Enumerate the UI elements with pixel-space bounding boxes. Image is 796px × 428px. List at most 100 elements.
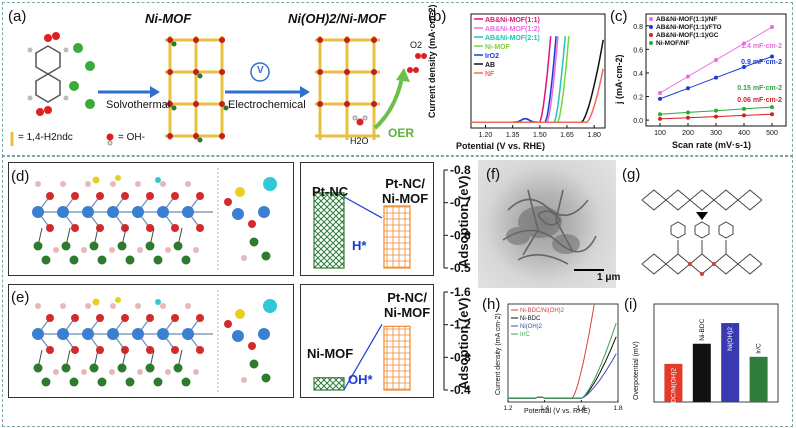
o-atom bbox=[171, 224, 179, 232]
chart-c-slope-label: 0.06 mF·cm-2 bbox=[737, 97, 782, 104]
o-atom bbox=[224, 320, 232, 328]
panel-label-f: (f) bbox=[486, 166, 501, 183]
c-atom bbox=[125, 377, 135, 387]
chart-c-slope-label: 1.4 mF·cm-2 bbox=[741, 43, 782, 50]
ni-atom bbox=[258, 206, 270, 218]
h-atom bbox=[35, 181, 41, 187]
chart-c-legend-label: AB&Ni-MOF(1:1)/GC bbox=[656, 32, 719, 39]
h-atom bbox=[137, 369, 143, 375]
o-atom bbox=[196, 314, 204, 322]
o-atom bbox=[46, 314, 54, 322]
o-atom bbox=[146, 192, 154, 200]
ni-atom bbox=[107, 206, 119, 218]
h-atom bbox=[185, 303, 191, 309]
c-atom bbox=[261, 251, 271, 261]
ni-atom bbox=[132, 206, 144, 218]
o-atom bbox=[71, 314, 79, 322]
h-atom bbox=[185, 181, 191, 187]
panel-label-c: (c) bbox=[610, 8, 628, 25]
h-atom bbox=[85, 303, 91, 309]
chart-c-ytick-label: 0.8 bbox=[633, 24, 643, 31]
chart-h-legend-label: Ir/C bbox=[520, 332, 530, 338]
h-atom bbox=[60, 303, 66, 309]
o-atom bbox=[146, 346, 154, 354]
o-atom bbox=[196, 224, 204, 232]
chart-h-legend-label: Ni-BDC/Ni(OH)2 bbox=[520, 308, 565, 314]
charge-density bbox=[155, 299, 161, 305]
ni-atom bbox=[258, 328, 270, 340]
c-atom bbox=[117, 241, 127, 251]
c-atom bbox=[89, 363, 99, 373]
h-atom bbox=[165, 369, 171, 375]
oer-label: OER bbox=[388, 126, 415, 140]
chart-i-bar-label: Ni-BDC bbox=[699, 318, 706, 340]
c-atom bbox=[261, 373, 271, 383]
adsorption-bar bbox=[383, 325, 411, 391]
h-atom bbox=[160, 181, 166, 187]
c-atom bbox=[61, 363, 71, 373]
ni-atom bbox=[57, 206, 69, 218]
chart-c-point bbox=[770, 105, 774, 110]
adsorption-tick-label: -1.6 bbox=[450, 285, 471, 299]
c-atom bbox=[41, 377, 51, 387]
chart-h-xtick-label: 1.4 bbox=[540, 405, 549, 412]
c-atom bbox=[249, 237, 259, 247]
c-atom bbox=[33, 241, 43, 251]
chart-b-legend-label: AB bbox=[485, 62, 495, 69]
chart-b-legend-label: AB&Ni-MOF(2:1) bbox=[485, 35, 540, 42]
voltage-symbol: V bbox=[257, 65, 264, 76]
chart-c-point bbox=[658, 116, 662, 121]
chart-c-xtick-label: 500 bbox=[766, 130, 778, 137]
chart-h-series bbox=[508, 322, 617, 399]
chart-b-xtick-label: 1.50 bbox=[533, 132, 547, 139]
chart-h-axes bbox=[507, 303, 619, 403]
chart-c-ylabel: j (mA·cm-2) bbox=[614, 54, 624, 104]
chart-c-legend-label: AB&Ni-MOF(1:1)/FTO bbox=[656, 24, 722, 31]
adsorption-bar bbox=[313, 377, 345, 391]
chart-i-bar-label: Ir/C bbox=[756, 343, 763, 354]
d-left-label: Pt-NC bbox=[312, 184, 349, 199]
panel-d-bar-box bbox=[300, 162, 434, 276]
h2o-label: H2O bbox=[350, 136, 369, 146]
chart-b-xtick-label: 1.80 bbox=[587, 132, 601, 139]
h-atom bbox=[110, 181, 116, 187]
chart-e: -1.6 -1.2 -0.8 -0.4 bbox=[313, 285, 471, 397]
chart-c-point bbox=[686, 115, 690, 120]
chart-b-legend-label: AB&Ni-MOF(1:1) bbox=[485, 17, 540, 24]
chart-c-point bbox=[714, 57, 718, 62]
chart-c-legend-swatch bbox=[649, 33, 653, 37]
chart-c-legend-swatch bbox=[649, 25, 653, 29]
h-atom bbox=[81, 369, 87, 375]
composite-lattice bbox=[315, 36, 380, 140]
h-atom bbox=[193, 369, 199, 375]
c-atom bbox=[33, 363, 43, 373]
panel-a-illustration bbox=[10, 32, 427, 146]
ni-atom bbox=[232, 208, 244, 220]
c-atom bbox=[97, 255, 107, 265]
chart-c-point bbox=[742, 113, 746, 118]
chart-b: 1.20 1.35 1.50 1.65 1.80 AB&Ni-MOF(1:1) AB&Ni-… bbox=[470, 13, 606, 139]
ni-atom bbox=[82, 328, 94, 340]
chart-h-xlabel: Potential (V vs. RHE) bbox=[524, 408, 591, 415]
c-atom bbox=[89, 241, 99, 251]
o-atom bbox=[171, 314, 179, 322]
chart-i: Ni-BDC/Ni(OH)2 Ni-BDC Ni(OH)2 Ir/C bbox=[653, 303, 779, 416]
slab-structure bbox=[32, 297, 213, 387]
h-atom bbox=[109, 247, 115, 253]
chart-b-legend-label: NF bbox=[485, 71, 495, 78]
chart-c-slope-label: 0.9 mF·cm-2 bbox=[741, 59, 782, 66]
tem-image bbox=[478, 160, 616, 288]
legend-oh: = OH- bbox=[118, 132, 145, 143]
chart-c-point bbox=[742, 106, 746, 111]
chart-i-bar bbox=[749, 356, 768, 402]
o-atom bbox=[71, 346, 79, 354]
chart-b-legend-label: AB&Ni-MOF(1:2) bbox=[485, 26, 540, 33]
chart-i-bar bbox=[692, 343, 711, 402]
o-atom bbox=[46, 346, 54, 354]
chart-h-legend-label: Ni(OH)2 bbox=[520, 324, 543, 330]
panel-label-e: (e) bbox=[11, 289, 30, 306]
chart-b-xtick-label: 1.20 bbox=[479, 132, 493, 139]
c-atom bbox=[117, 363, 127, 373]
charge-density bbox=[235, 309, 245, 319]
